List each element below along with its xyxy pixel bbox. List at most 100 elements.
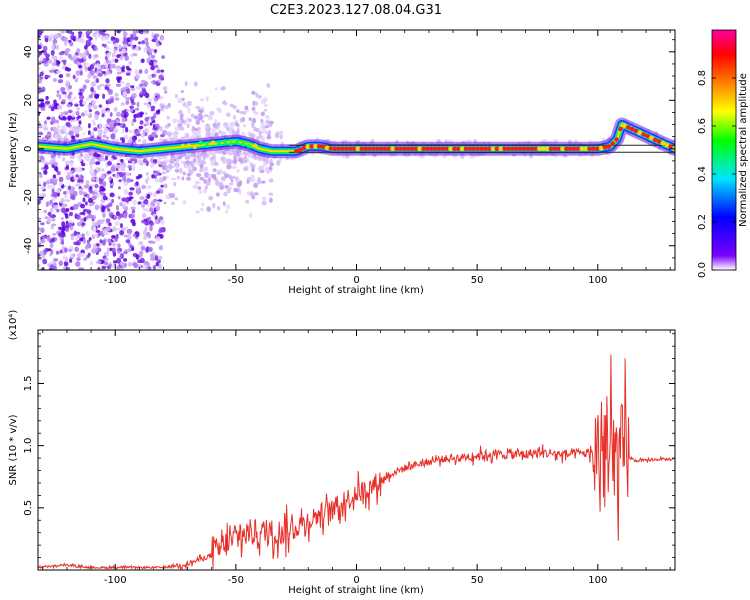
- spectrogram-point: [98, 104, 102, 108]
- ridge-peak: [498, 146, 504, 152]
- spectrogram-point: [80, 218, 85, 223]
- spectrogram-point: [184, 80, 188, 87]
- spectrogram-point: [66, 164, 69, 170]
- spectrogram-point: [119, 137, 125, 141]
- spectrogram-point: [215, 192, 220, 197]
- spectrogram-point: [47, 211, 52, 216]
- spectrogram-point: [94, 54, 99, 58]
- spectrogram-point: [160, 219, 165, 225]
- spectrogram-point: [43, 209, 47, 214]
- spectrogram-point: [190, 113, 195, 118]
- spectrogram-point: [145, 266, 149, 270]
- ridge-peak: [355, 146, 361, 152]
- ridge-peak: [552, 146, 558, 152]
- spectrogram-point: [80, 175, 84, 179]
- spectrogram-point: [106, 52, 111, 58]
- ridge-peak: [309, 144, 314, 149]
- spectrogram-point: [85, 39, 91, 44]
- spectrogram-point: [62, 157, 66, 162]
- ridge-peak: [564, 146, 569, 152]
- spectrogram-point: [88, 53, 92, 59]
- spectrogram-point: [38, 131, 44, 136]
- ridge-peak: [429, 146, 434, 152]
- spectrogram-point: [150, 105, 156, 109]
- spectrogram-point: [38, 30, 43, 36]
- ridge-peak: [413, 146, 419, 152]
- spectrogram-point: [266, 135, 272, 140]
- spectrogram-point: [94, 35, 98, 42]
- spectrogram-point: [40, 107, 46, 111]
- ridge-peak: [510, 146, 515, 152]
- spectrogram-point: [61, 245, 66, 251]
- spectrogram-point: [137, 46, 142, 51]
- spectrogram-point: [226, 204, 230, 210]
- spectrogram-point: [83, 257, 88, 261]
- spectrogram-point: [78, 33, 82, 38]
- spectrogram-point: [142, 139, 147, 143]
- spectrogram-point: [106, 136, 110, 140]
- spectrogram-point: [116, 265, 121, 270]
- spectrogram-point: [255, 136, 260, 142]
- snr-series-line: [38, 354, 675, 570]
- spectrogram-point: [242, 111, 247, 115]
- spectrogram-point: [231, 165, 237, 169]
- spectrogram-point: [260, 125, 266, 131]
- spectrogram-point: [97, 84, 101, 90]
- spectrogram-point: [260, 180, 266, 184]
- spectrogram-point: [95, 63, 101, 68]
- snr-panel: -100 -50 0 50 100 0.5 1.0 1.5 Height of straig…: [8, 310, 676, 596]
- spectrogram-point: [144, 221, 150, 226]
- spectrogram-point: [157, 109, 161, 113]
- spectrogram-point: [98, 180, 104, 185]
- colorbar-tick-label: 0.6: [697, 118, 708, 134]
- spectrogram-point: [89, 188, 93, 194]
- spectrogram-point: [119, 202, 123, 207]
- spectrogram-point: [110, 166, 116, 172]
- spectrogram-point: [67, 109, 73, 114]
- spectrogram-point: [56, 90, 60, 94]
- spectrogram-point: [155, 205, 161, 212]
- ridge-peak: [649, 135, 654, 141]
- spectrogram-point: [69, 161, 74, 167]
- spectrogram-point: [59, 111, 64, 118]
- spectrogram-point: [120, 102, 126, 106]
- spectrogram-point: [223, 191, 228, 197]
- spectrogram-point: [214, 125, 220, 130]
- spectrogram-point: [51, 116, 55, 122]
- spectrogram-point: [79, 212, 85, 215]
- spectrogram-point: [130, 179, 134, 183]
- spectrogram-point: [43, 165, 49, 170]
- spectrogram-point: [250, 174, 255, 181]
- colorbar-tick-label: 0.4: [697, 166, 708, 182]
- spectrogram-point: [97, 129, 103, 135]
- spectrogram-point: [238, 152, 245, 156]
- spectrogram-point: [128, 191, 133, 196]
- spectrogram-point: [89, 69, 95, 76]
- spectrogram-point: [102, 228, 108, 235]
- spectrogram-point: [39, 57, 43, 62]
- spectrogram-point: [47, 217, 52, 224]
- spectrogram-point: [268, 178, 274, 183]
- spectrogram-point: [114, 221, 120, 227]
- spectrogram-point: [212, 202, 216, 209]
- spectrogram-point: [46, 161, 52, 166]
- spectrogram-point: [40, 184, 44, 191]
- spectrogram-point: [260, 99, 264, 105]
- spectrogram-point: [121, 66, 125, 72]
- spectrogram-point: [65, 132, 70, 136]
- ridge-peak: [548, 146, 554, 152]
- spectrogram-point: [198, 155, 202, 161]
- ridge-peak: [440, 146, 446, 152]
- ridge-peak: [363, 146, 369, 152]
- spectrogram-point: [97, 266, 101, 270]
- spectrogram-point: [195, 119, 200, 125]
- spectrogram-point: [111, 198, 115, 204]
- spectrogram-point: [54, 258, 59, 262]
- spectrogram-point: [238, 188, 242, 195]
- spectrogram-point: [92, 221, 96, 228]
- ridge-peak: [595, 146, 600, 152]
- ridge-peak: [204, 143, 210, 148]
- spectrogram-point: [75, 111, 80, 114]
- spectrogram-point: [91, 196, 97, 200]
- spectrogram-point: [161, 55, 165, 59]
